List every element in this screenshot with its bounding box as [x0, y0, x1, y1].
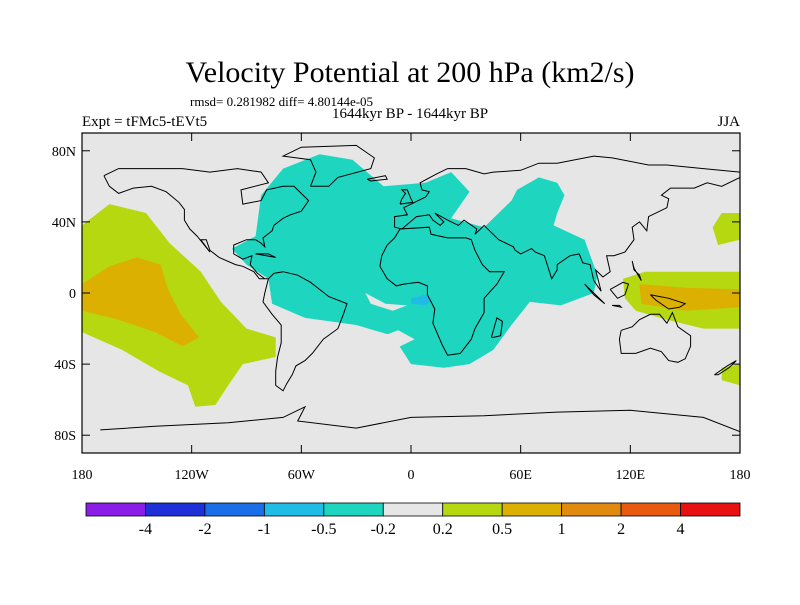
contour-region-gulf-of-guinea-core [411, 294, 433, 306]
x-tick-label: 60W [288, 468, 316, 483]
coastline-segment [490, 317, 503, 338]
x-tick-label: 0 [408, 468, 415, 483]
colorbar-label: -0.2 [371, 521, 396, 538]
season-label: JJA [717, 114, 740, 130]
x-tick-label: 180 [730, 468, 751, 483]
coastline-segment [394, 155, 740, 228]
coastline-segment [379, 226, 506, 356]
contour-region-pacific-positive [82, 204, 276, 407]
colorbar-swatch [442, 502, 503, 517]
coastline-segment [255, 253, 276, 258]
colorbar-label: -2 [198, 521, 211, 538]
colorbar-swatch [145, 502, 206, 517]
coastline-segment [100, 405, 740, 433]
colorbar-swatch [561, 502, 622, 517]
contour-region-west-pacific-core [639, 284, 740, 311]
coastline-segment [281, 144, 375, 187]
colorbar-label: 0.5 [492, 521, 512, 538]
x-tick-label: 60E [509, 468, 532, 483]
contour-region-atlantic-hole [365, 293, 408, 311]
colorbar-label: -0.5 [311, 521, 336, 538]
coastline-segment [399, 189, 414, 205]
coastline-segment [584, 283, 606, 305]
colorbar-swatch [204, 502, 265, 517]
y-tick-label: 80S [54, 429, 76, 444]
y-tick-label: 40N [52, 216, 76, 231]
colorbar-swatch [382, 502, 444, 517]
y-tick-label: 80N [52, 145, 76, 160]
contour-region-pacific-core [82, 257, 199, 347]
coastlines [100, 144, 740, 433]
coastline-segment [103, 168, 310, 280]
colorbar-swatch [680, 502, 741, 517]
colorbar-label: 1 [558, 521, 566, 538]
colorbar-swatch [85, 502, 146, 517]
chart-title: Velocity Potential at 200 hPa (km2/s) [185, 56, 634, 89]
coastline-segment [650, 294, 687, 310]
y-tick-label: 0 [69, 287, 76, 302]
contour-region-atlantic-africa-negative [231, 154, 598, 368]
colorbar-swatch [501, 502, 563, 517]
colorbar-label: 2 [617, 521, 625, 538]
colorbar-label: -1 [258, 521, 271, 538]
colorbar-swatch [620, 502, 681, 517]
coastline-segment [612, 304, 623, 309]
coastline-segment [631, 260, 642, 281]
colorbar-label: 4 [677, 521, 685, 538]
experiment-label: Expt = tFMc5-tEVt5 [82, 114, 207, 130]
y-axis: 80N 40N 0 40S 80S [52, 145, 740, 444]
coastline-segment [609, 281, 630, 299]
stats-text: rmsd= 0.281982 diff= 4.80144e-05 [190, 94, 373, 109]
colorbar: -4 -2 -1 -0.5 -0.2 0.2 0.5 1 2 4 [85, 502, 741, 538]
colorbar-label: 0.2 [433, 521, 453, 538]
colorbar-swatch [323, 502, 384, 517]
contour-region-south-atlantic-hole [374, 330, 415, 349]
colorbar-label: -4 [139, 521, 152, 538]
contour-region-date-line-north [712, 213, 740, 245]
x-tick-label: 120E [616, 468, 646, 483]
y-tick-label: 40S [54, 358, 76, 373]
coastline-segment [394, 176, 740, 292]
period-label: 1644kyr BP - 1644kyr BP [332, 106, 488, 122]
coastline-segment [618, 311, 692, 363]
colorbar-swatch [263, 502, 325, 517]
coastline-segment [366, 175, 388, 182]
x-axis: 180 120W 60W 0 60E 120E 180 [72, 133, 751, 483]
x-tick-label: 180 [72, 468, 93, 483]
x-tick-label: 120W [175, 468, 210, 483]
coastline-segment [262, 271, 348, 392]
